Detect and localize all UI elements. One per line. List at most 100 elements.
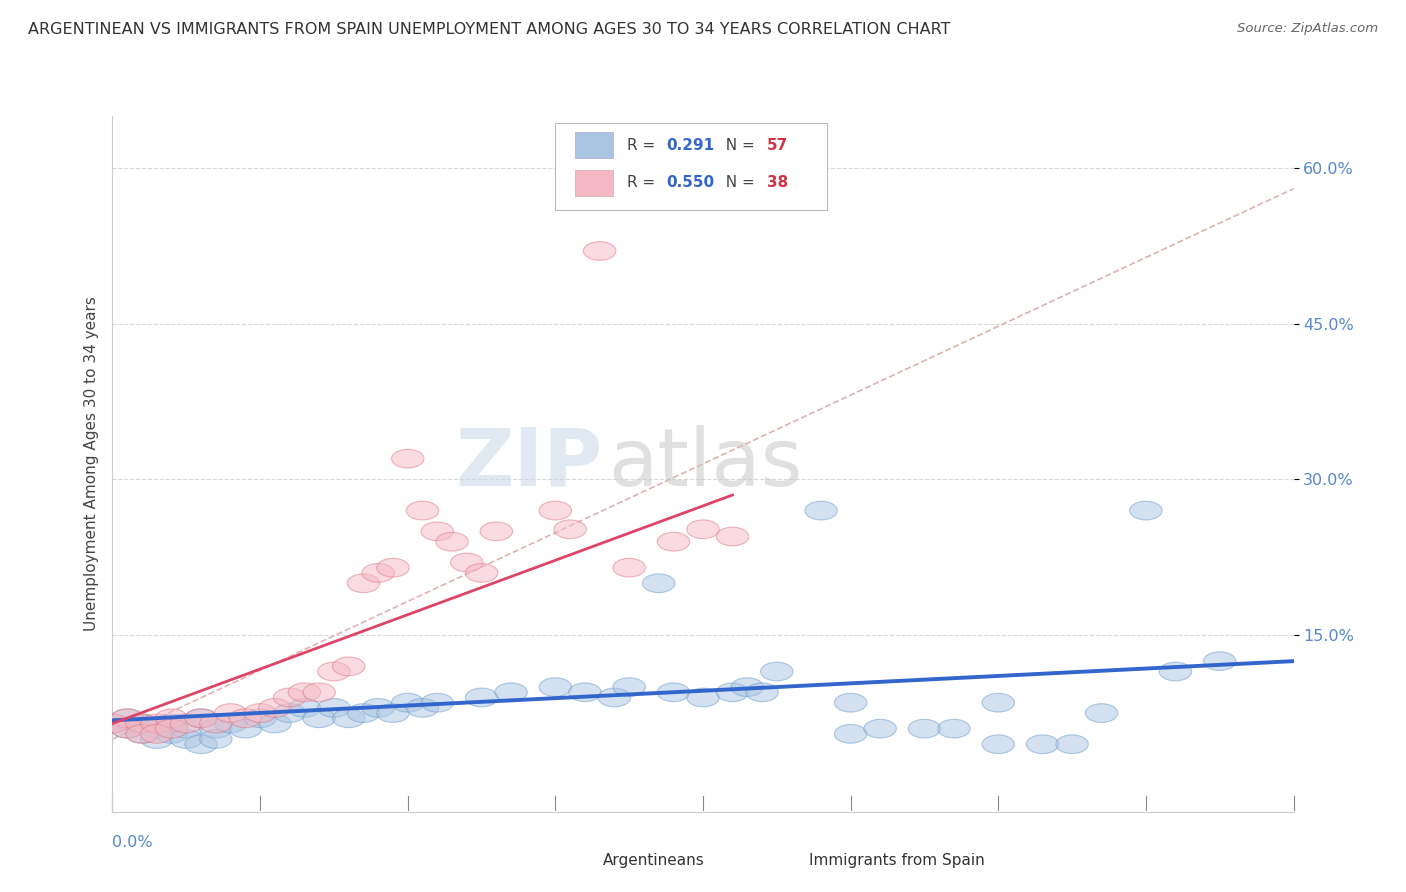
FancyBboxPatch shape xyxy=(555,123,827,210)
Ellipse shape xyxy=(1085,704,1118,723)
Text: N =: N = xyxy=(716,137,759,153)
Ellipse shape xyxy=(155,714,188,733)
Text: 0.0%: 0.0% xyxy=(112,835,153,849)
Ellipse shape xyxy=(568,683,602,702)
Ellipse shape xyxy=(288,683,321,702)
Ellipse shape xyxy=(538,501,572,520)
Ellipse shape xyxy=(391,693,425,712)
Ellipse shape xyxy=(332,657,366,675)
Ellipse shape xyxy=(170,714,202,733)
Ellipse shape xyxy=(200,714,232,733)
Ellipse shape xyxy=(583,242,616,260)
Ellipse shape xyxy=(155,719,188,738)
Ellipse shape xyxy=(141,730,173,748)
Ellipse shape xyxy=(214,714,247,733)
Ellipse shape xyxy=(111,709,143,728)
Ellipse shape xyxy=(184,735,218,754)
Ellipse shape xyxy=(834,724,868,743)
Ellipse shape xyxy=(200,730,232,748)
Ellipse shape xyxy=(155,709,188,728)
Ellipse shape xyxy=(170,730,202,748)
Ellipse shape xyxy=(643,574,675,592)
Ellipse shape xyxy=(200,719,232,738)
Ellipse shape xyxy=(716,683,749,702)
Ellipse shape xyxy=(96,714,129,733)
Ellipse shape xyxy=(155,724,188,743)
Ellipse shape xyxy=(436,533,468,551)
Ellipse shape xyxy=(347,704,380,723)
Ellipse shape xyxy=(465,564,498,582)
Ellipse shape xyxy=(554,520,586,539)
Ellipse shape xyxy=(495,683,527,702)
Ellipse shape xyxy=(347,574,380,592)
Ellipse shape xyxy=(96,714,129,733)
Ellipse shape xyxy=(613,558,645,577)
Ellipse shape xyxy=(141,714,173,733)
Text: N =: N = xyxy=(716,176,759,190)
Ellipse shape xyxy=(908,719,941,738)
Ellipse shape xyxy=(657,683,690,702)
FancyBboxPatch shape xyxy=(561,850,596,871)
Ellipse shape xyxy=(184,709,218,728)
Ellipse shape xyxy=(391,450,425,468)
Text: Argentineans: Argentineans xyxy=(603,853,704,868)
Text: R =: R = xyxy=(627,176,661,190)
Ellipse shape xyxy=(420,693,454,712)
Ellipse shape xyxy=(125,714,159,733)
Text: 57: 57 xyxy=(766,137,787,153)
Ellipse shape xyxy=(318,698,350,717)
Ellipse shape xyxy=(259,714,291,733)
Ellipse shape xyxy=(938,719,970,738)
Text: 0.291: 0.291 xyxy=(666,137,714,153)
Ellipse shape xyxy=(420,522,454,541)
Text: atlas: atlas xyxy=(609,425,803,503)
Ellipse shape xyxy=(406,698,439,717)
Ellipse shape xyxy=(377,558,409,577)
Ellipse shape xyxy=(731,678,763,697)
Ellipse shape xyxy=(111,709,143,728)
Ellipse shape xyxy=(361,564,395,582)
Ellipse shape xyxy=(377,704,409,723)
Ellipse shape xyxy=(125,724,159,743)
Ellipse shape xyxy=(214,704,247,723)
Ellipse shape xyxy=(170,719,202,738)
Ellipse shape xyxy=(243,709,277,728)
Text: 0.550: 0.550 xyxy=(666,176,714,190)
Ellipse shape xyxy=(804,501,838,520)
Ellipse shape xyxy=(141,724,173,743)
Ellipse shape xyxy=(302,709,336,728)
Ellipse shape xyxy=(125,724,159,743)
Ellipse shape xyxy=(598,688,631,706)
Ellipse shape xyxy=(184,709,218,728)
Ellipse shape xyxy=(111,719,143,738)
Ellipse shape xyxy=(761,662,793,681)
Ellipse shape xyxy=(1204,652,1236,671)
Ellipse shape xyxy=(1129,501,1163,520)
Y-axis label: Unemployment Among Ages 30 to 34 years: Unemployment Among Ages 30 to 34 years xyxy=(83,296,98,632)
Ellipse shape xyxy=(141,719,173,738)
Ellipse shape xyxy=(273,688,307,706)
Ellipse shape xyxy=(479,522,513,541)
Ellipse shape xyxy=(686,688,720,706)
Ellipse shape xyxy=(318,662,350,681)
Ellipse shape xyxy=(332,709,366,728)
Ellipse shape xyxy=(613,678,645,697)
Ellipse shape xyxy=(981,693,1015,712)
Ellipse shape xyxy=(361,698,395,717)
Ellipse shape xyxy=(745,683,779,702)
Ellipse shape xyxy=(229,709,262,728)
Ellipse shape xyxy=(259,698,291,717)
Ellipse shape xyxy=(1159,662,1192,681)
Text: Immigrants from Spain: Immigrants from Spain xyxy=(810,853,986,868)
Ellipse shape xyxy=(288,698,321,717)
Ellipse shape xyxy=(538,678,572,697)
Ellipse shape xyxy=(1026,735,1059,754)
Ellipse shape xyxy=(716,527,749,546)
Ellipse shape xyxy=(1056,735,1088,754)
Text: R =: R = xyxy=(627,137,661,153)
Ellipse shape xyxy=(657,533,690,551)
Ellipse shape xyxy=(243,704,277,723)
Ellipse shape xyxy=(863,719,897,738)
Ellipse shape xyxy=(111,719,143,738)
Ellipse shape xyxy=(834,693,868,712)
